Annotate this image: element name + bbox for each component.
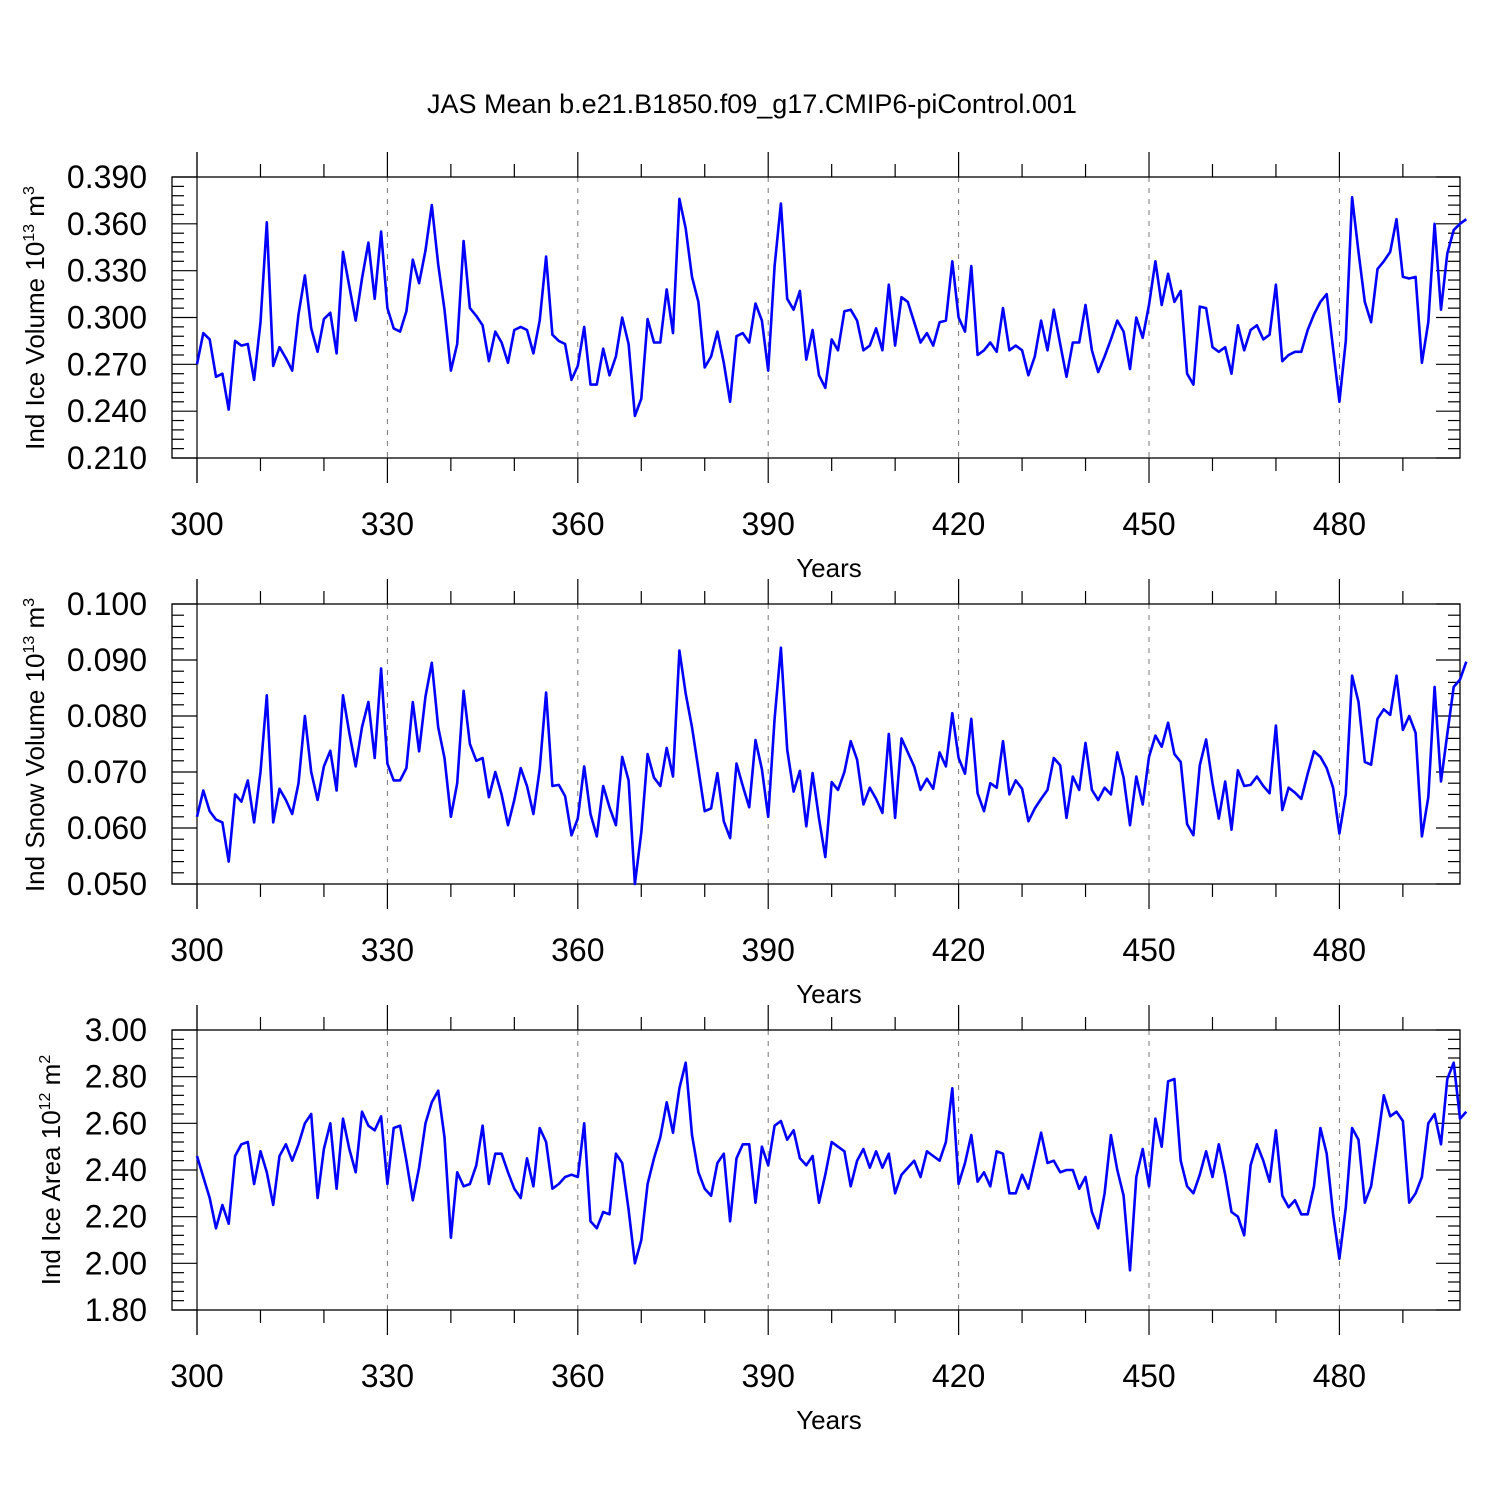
y-tick-label: 0.070	[67, 754, 147, 790]
x-tick-label: 420	[932, 1358, 985, 1394]
series-line-ice-area	[195, 1061, 1468, 1272]
plot-frame	[171, 603, 1461, 885]
y-tick-label: 0.300	[67, 300, 147, 336]
x-tick-label: 390	[742, 1358, 795, 1394]
y-tick-label: 0.360	[67, 206, 147, 242]
panel-ice-volume: 300 330 360 390 420 450 480 0.210 0.240 0.270 0.30…	[20, 152, 1468, 583]
y-tick-label: 0.050	[67, 866, 147, 902]
x-tick-label: 450	[1122, 1358, 1175, 1394]
panel-snow-volume: 300 330 360 390 420 450 480 0.050 0.060 0.070 0.08…	[20, 579, 1468, 1009]
y-tick-label: 0.060	[67, 810, 147, 846]
y-tick-label: 0.390	[67, 159, 147, 195]
x-tick-label: 360	[551, 1358, 604, 1394]
y-tick-label: 0.210	[67, 440, 147, 476]
x-axis-title: Years	[796, 553, 862, 583]
x-tick-label: 300	[170, 932, 223, 968]
x-tick-label: 420	[932, 932, 985, 968]
plot-frame	[171, 176, 1461, 459]
y-tick-label: 0.090	[67, 642, 147, 678]
x-tick-label: 480	[1313, 1358, 1366, 1394]
y-tick-label: 2.80	[85, 1059, 147, 1095]
chart-title: JAS Mean b.e21.B1850.f09_g17.CMIP6-piCon…	[427, 89, 1077, 119]
x-tick-label: 330	[361, 1358, 414, 1394]
y-tick-label: 0.330	[67, 253, 147, 289]
x-tick-label: 390	[742, 932, 795, 968]
x-tick-label: 450	[1122, 506, 1175, 542]
x-tick-label: 360	[551, 506, 604, 542]
x-tick-label: 390	[742, 506, 795, 542]
x-tick-label: 480	[1313, 506, 1366, 542]
series-line-snow-volume	[195, 646, 1468, 886]
x-tick-label: 450	[1122, 932, 1175, 968]
y-tick-label: 3.00	[85, 1012, 147, 1048]
y-axis-title: Ind Ice Volume 1013 m3	[20, 186, 50, 450]
y-axis-title: Ind Ice Area 1012 m2	[36, 1055, 66, 1286]
y-tick-label: 2.60	[85, 1105, 147, 1141]
y-tick-label: 2.20	[85, 1199, 147, 1235]
y-tick-label: 1.80	[85, 1292, 147, 1328]
y-tick-label: 0.100	[67, 586, 147, 622]
panel-ice-area: 300 330 360 390 420 450 480 1.80 2.00 2.20 2.40 2.6…	[36, 1005, 1468, 1435]
x-tick-label: 330	[361, 506, 414, 542]
x-tick-label: 300	[170, 506, 223, 542]
y-tick-label: 2.40	[85, 1152, 147, 1188]
x-tick-label: 300	[170, 1358, 223, 1394]
x-tick-label: 330	[361, 932, 414, 968]
x-axis-title: Years	[796, 1405, 862, 1435]
y-tick-label: 2.00	[85, 1245, 147, 1281]
y-tick-label: 0.270	[67, 346, 147, 382]
series-line-ice-volume	[195, 196, 1468, 418]
x-axis-title: Years	[796, 979, 862, 1009]
x-tick-label: 480	[1313, 932, 1366, 968]
y-tick-label: 0.240	[67, 393, 147, 429]
y-axis-title: Ind Snow Volume 1013 m3	[20, 598, 50, 892]
x-tick-label: 420	[932, 506, 985, 542]
chart-panels: 300 330 360 390 420 450 480 0.210 0.240 0.270 0.30…	[20, 152, 1468, 1435]
y-tick-label: 0.080	[67, 698, 147, 734]
x-tick-label: 360	[551, 932, 604, 968]
